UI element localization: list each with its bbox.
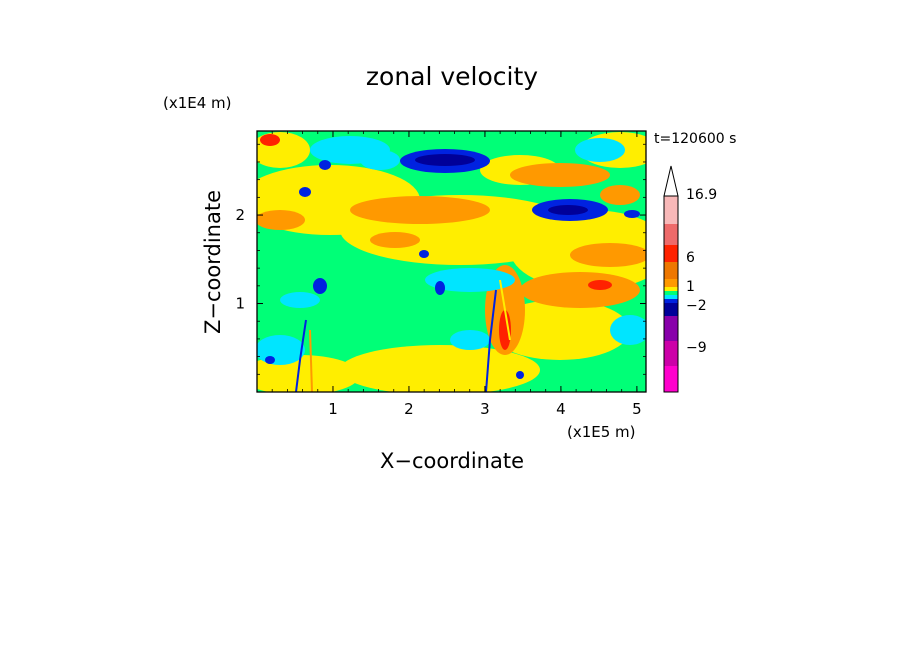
field-wave-streaks bbox=[295, 279, 511, 392]
colorbar-label: −9 bbox=[686, 340, 707, 356]
colorbar-segment bbox=[664, 316, 678, 341]
y-tick-label: 2 bbox=[235, 206, 245, 224]
x-tick-label: 3 bbox=[480, 400, 490, 418]
colorbar-segment bbox=[664, 287, 678, 291]
plot-frame bbox=[256, 130, 647, 393]
colorbar-segment bbox=[664, 262, 678, 279]
colorbar-label: 1 bbox=[686, 279, 695, 295]
time-label: t=120600 s bbox=[654, 131, 736, 147]
field-red-regions bbox=[260, 134, 612, 350]
colorbar-extend-arrow bbox=[663, 165, 679, 197]
x-tick-label: 1 bbox=[328, 400, 338, 418]
colorbar-segment bbox=[664, 279, 678, 287]
colorbar-segment bbox=[664, 196, 678, 224]
colorbar: 16.9 6 1 −2 −9 bbox=[663, 165, 717, 393]
x-tick-label: 5 bbox=[632, 400, 642, 418]
x-axis-label: X−coordinate bbox=[380, 449, 524, 473]
y-axis-label: Z−coordinate bbox=[201, 190, 225, 334]
colorbar-segment bbox=[664, 366, 678, 392]
chart-title: zonal velocity bbox=[366, 62, 538, 91]
colorbar-segment bbox=[664, 224, 678, 245]
y-axis-ticks: 12 bbox=[235, 143, 646, 375]
colorbar-segment bbox=[664, 291, 678, 295]
colorbar-label: 16.9 bbox=[686, 187, 717, 203]
colorbar-label: 6 bbox=[686, 250, 695, 266]
field-darkblue-cores bbox=[415, 154, 588, 215]
colorbar-segment bbox=[664, 341, 678, 366]
x-scale-label: (x1E5 m) bbox=[567, 423, 636, 441]
y-scale-label: (x1E4 m) bbox=[163, 94, 232, 112]
colorbar-segment bbox=[664, 295, 678, 299]
colorbar-segment bbox=[664, 303, 678, 316]
x-axis-ticks: 1 2 3 4 5 bbox=[271, 131, 642, 418]
y-tick-label: 1 bbox=[235, 295, 245, 313]
colorbar-segment bbox=[664, 299, 678, 303]
x-tick-label: 2 bbox=[404, 400, 414, 418]
colorbar-segment bbox=[664, 245, 678, 262]
colorbar-label: −2 bbox=[686, 298, 707, 314]
plot-area bbox=[257, 131, 646, 392]
x-tick-label: 4 bbox=[556, 400, 566, 418]
